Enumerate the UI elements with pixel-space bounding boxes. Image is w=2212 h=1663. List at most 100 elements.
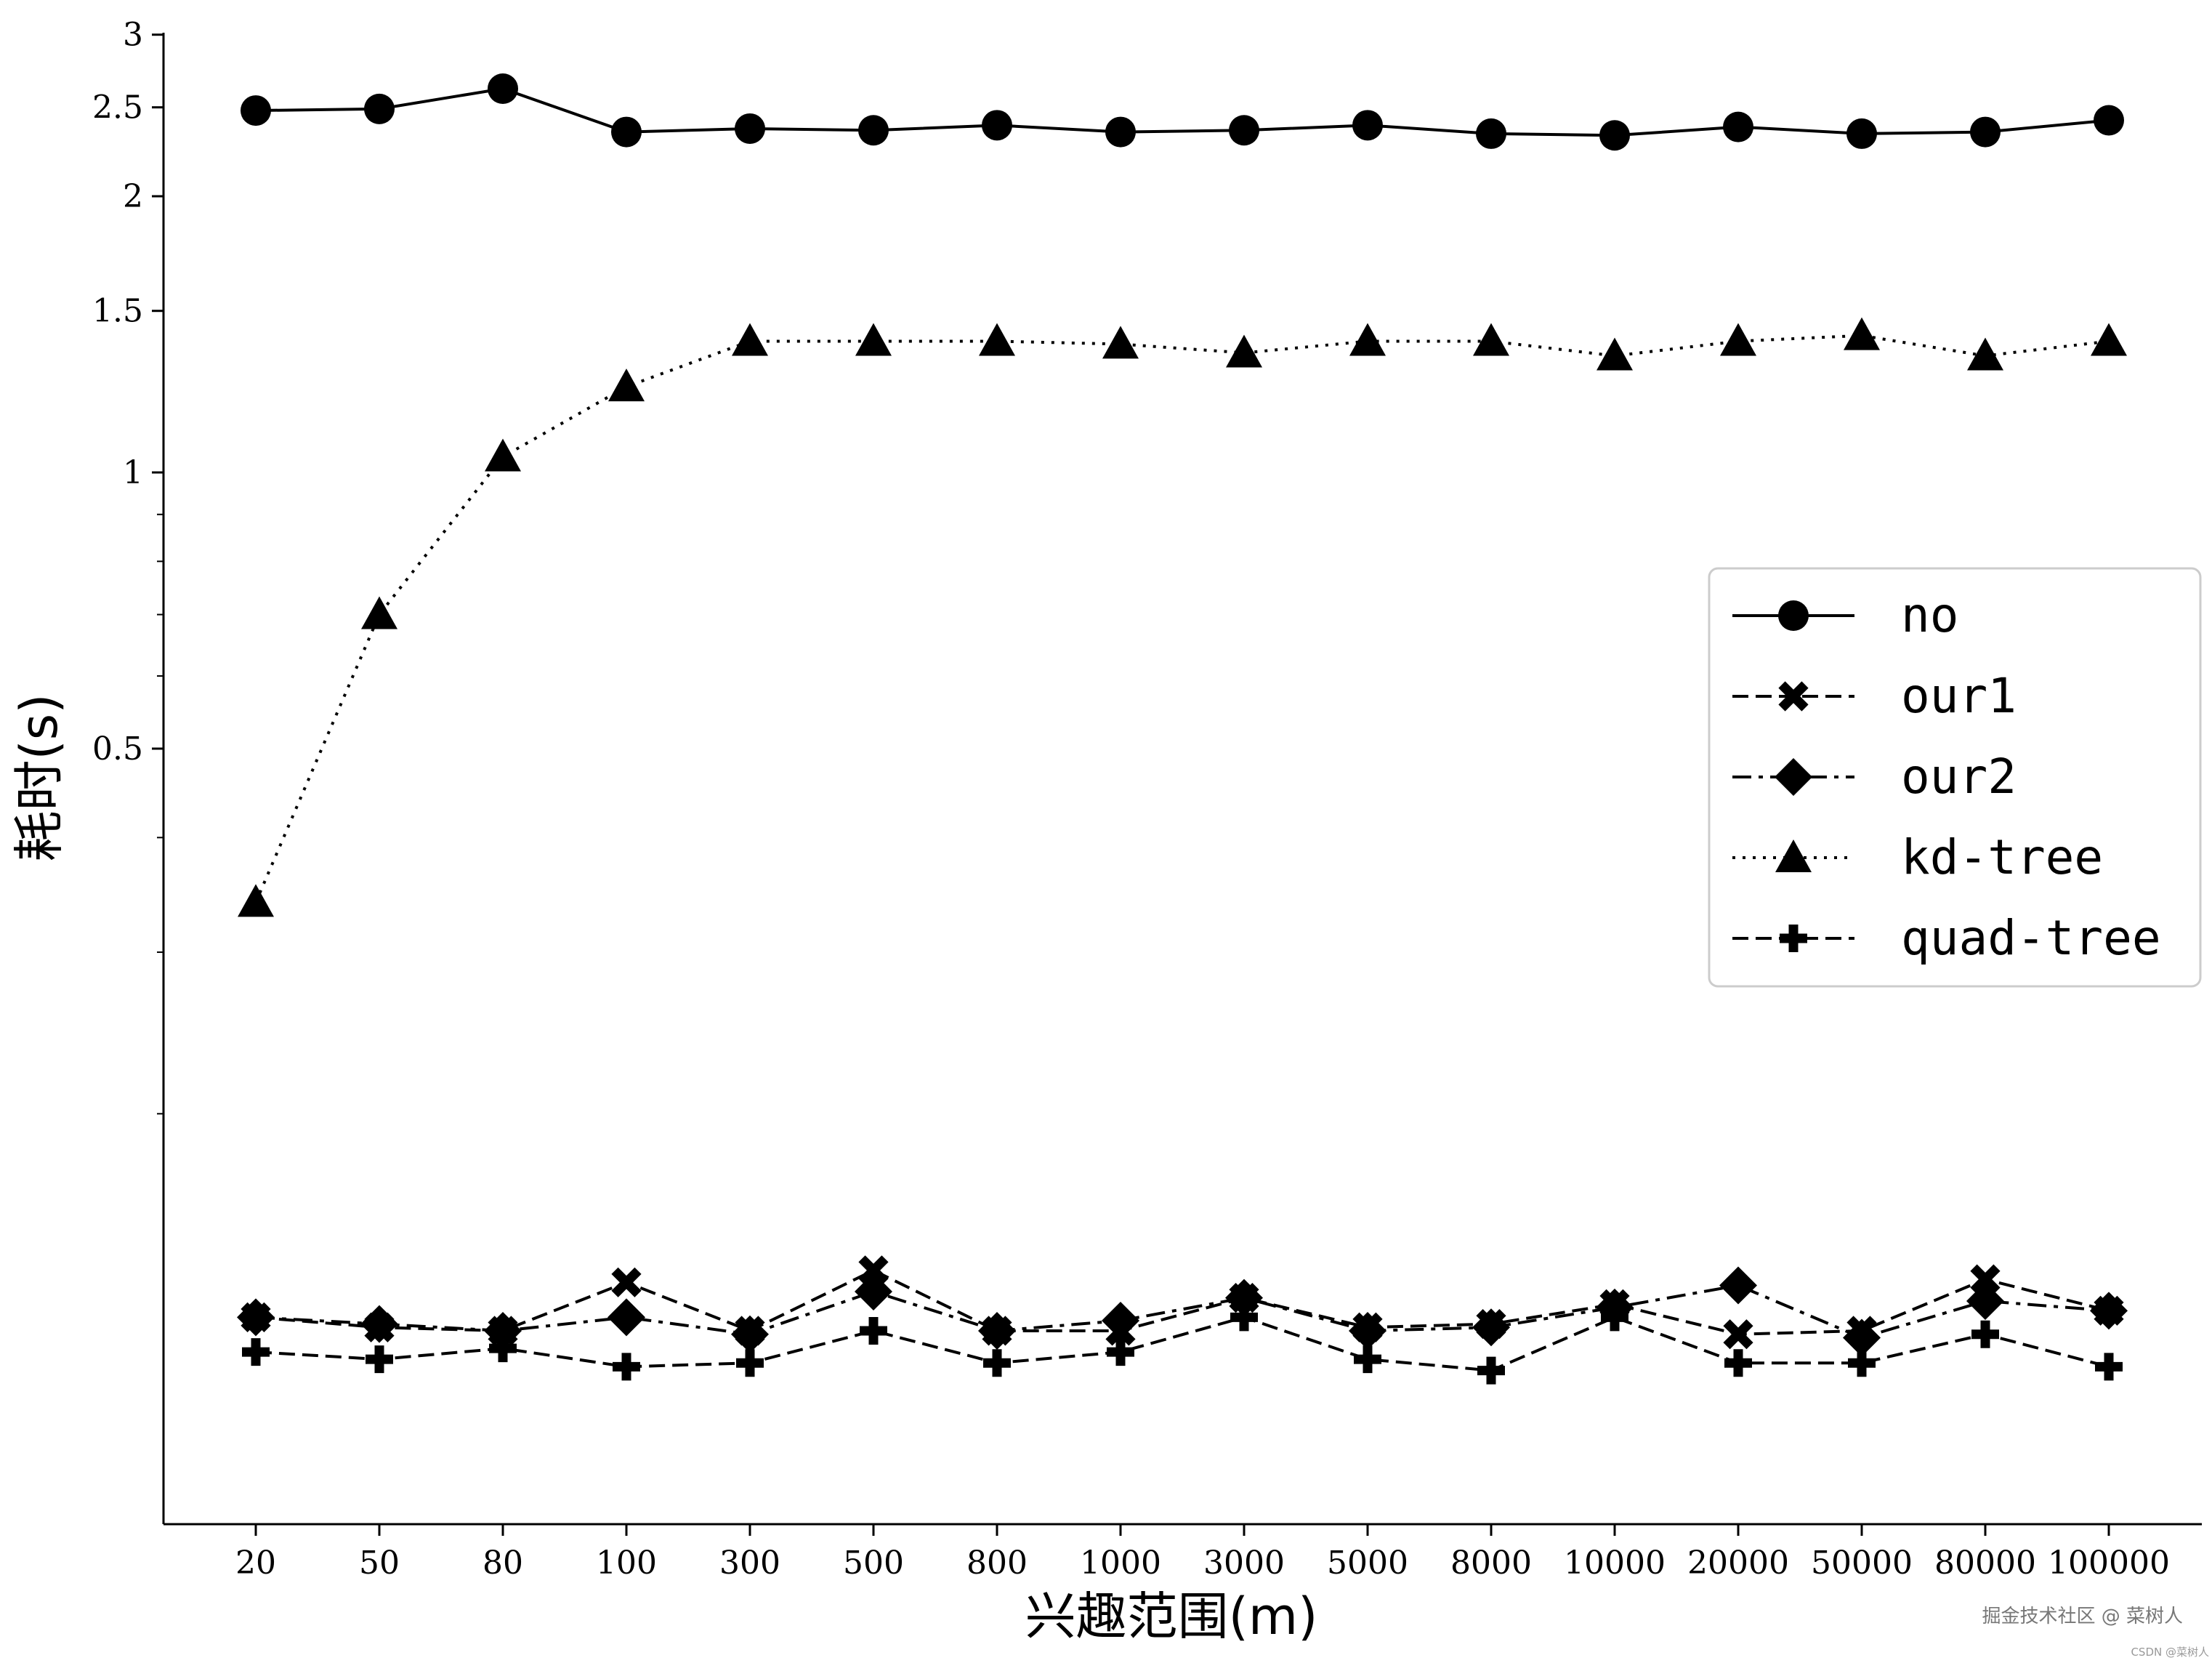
data-point-quad-tree-11 [1601,1303,1628,1332]
data-point-kd-tree-8 [1226,334,1262,368]
watermark-sub: CSDN @菜树人 [2131,1646,2209,1659]
data-point-quad-tree-0 [242,1338,270,1366]
legend-label-our1: our1 [1901,668,2017,724]
legend-marker-kd-tree [1775,839,1812,872]
data-point-our2-4 [731,1315,769,1353]
data-point-our1-12 [1723,1319,1753,1350]
legend-label-quad-tree: quad-tree [1901,910,2161,966]
series-line-no [255,86,2110,137]
data-point-no-4 [735,113,765,144]
data-point-no-14 [1970,116,2001,148]
data-point-kd-tree-4 [732,323,768,356]
data-point-kd-tree-12 [1720,323,1756,356]
watermark: 掘金技术社区 @ 菜树人 [1982,1606,2183,1627]
data-point-kd-tree-3 [608,369,645,402]
data-point-our2-2 [484,1311,522,1350]
data-point-kd-tree-10 [1473,323,1509,356]
series-line-our1 [255,1268,2110,1336]
data-point-our2-13 [1843,1318,1881,1357]
data-point-kd-tree-7 [1102,326,1139,359]
data-point-our2-9 [1349,1311,1386,1350]
legend-marker-quad-tree [1780,925,1807,952]
y-tick-label-1: 1 [123,454,143,491]
data-point-our2-15 [2090,1292,2128,1330]
data-point-no-13 [1846,118,1877,149]
x-tick-label-12: 20000 [1687,1545,1789,1582]
data-point-quad-tree-2 [489,1334,517,1363]
data-point-kd-tree-5 [855,323,892,356]
legend-marker-no [1778,600,1809,631]
x-tick-label-8: 3000 [1203,1545,1285,1582]
x-tick-label-6: 800 [966,1545,1028,1582]
data-point-quad-tree-12 [1724,1349,1752,1377]
data-point-no-6 [982,110,1012,141]
legend: no our1 our2 kd-tree quad-tree [1708,567,2202,988]
x-tick-label-13: 50000 [1811,1545,1913,1582]
data-point-our2-3 [608,1298,645,1337]
data-point-no-8 [1229,115,1259,146]
data-point-our2-6 [978,1311,1016,1350]
series-no [241,73,2124,151]
data-point-kd-tree-0 [238,884,274,917]
data-point-quad-tree-6 [983,1349,1011,1377]
x-tick-label-7: 1000 [1080,1545,1161,1582]
series-quad-tree [242,1303,2123,1385]
data-point-our2-0 [237,1298,275,1337]
data-point-quad-tree-5 [860,1316,887,1345]
data-point-quad-tree-10 [1477,1356,1505,1385]
x-tick-label-5: 500 [843,1545,904,1582]
y-tick-label-2: 1.5 [92,293,143,330]
legend-marker-our2 [1775,758,1812,796]
data-point-our2-10 [1472,1308,1510,1347]
data-point-no-11 [1599,120,1630,151]
data-point-no-1 [364,93,395,124]
legend-label-no: no [1901,587,1958,643]
data-point-no-2 [488,73,518,104]
legend-marker-our1 [1778,681,1809,712]
x-tick-label-2: 80 [483,1545,523,1582]
data-point-our1-3 [611,1267,642,1297]
data-point-kd-tree-14 [1967,337,2003,371]
data-point-kd-tree-11 [1597,337,1633,371]
y-tick-label-4: 2.5 [92,89,143,126]
x-tick-label-14: 80000 [1934,1545,2036,1582]
data-point-quad-tree-4 [736,1349,764,1377]
data-point-no-9 [1352,110,1383,141]
series-kd-tree [238,317,2127,917]
data-point-no-5 [858,115,889,146]
data-point-no-0 [241,95,271,126]
x-tick-label-15: 100000 [2048,1545,2170,1582]
data-point-quad-tree-15 [2095,1353,2123,1381]
series-our2 [237,1266,2128,1357]
data-point-quad-tree-14 [1971,1320,1999,1348]
series-our1 [241,1255,2124,1350]
data-point-no-7 [1105,116,1136,148]
data-point-our2-12 [1719,1266,1757,1305]
data-point-our2-1 [360,1305,398,1343]
y-axis-title: 耗时(s) [9,693,69,861]
data-point-kd-tree-6 [979,323,1015,356]
data-point-no-15 [2094,105,2124,136]
x-tick-label-3: 100 [596,1545,657,1582]
data-point-our2-8 [1225,1279,1263,1317]
series-layer [237,73,2128,1385]
x-tick-label-9: 5000 [1327,1545,1408,1582]
data-point-our1-14 [1970,1264,2001,1294]
series-line-quad-tree [255,1316,2110,1372]
data-point-no-3 [611,116,642,148]
data-point-kd-tree-9 [1349,323,1386,356]
data-point-quad-tree-8 [1230,1303,1258,1332]
data-point-quad-tree-9 [1354,1345,1381,1374]
y-tick-label-0: 0.5 [92,730,143,768]
legend-label-our2: our2 [1901,749,2017,805]
legend-box [1708,567,2202,988]
x-tick-label-1: 50 [359,1545,400,1582]
x-tick-label-10: 8000 [1450,1545,1532,1582]
x-tick-label-0: 20 [235,1545,276,1582]
data-point-no-10 [1476,118,1506,149]
x-tick-label-4: 300 [719,1545,780,1582]
data-point-our1-5 [858,1255,889,1286]
data-point-no-12 [1723,111,1753,142]
